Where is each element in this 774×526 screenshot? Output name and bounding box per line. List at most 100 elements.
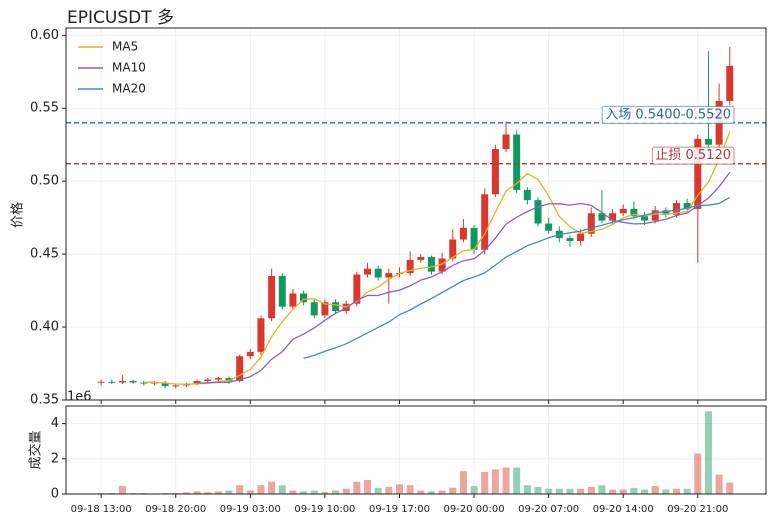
x-tick-label: 09-18 13:00 bbox=[71, 504, 132, 515]
volume-bar bbox=[257, 485, 265, 494]
candle-body bbox=[449, 239, 457, 259]
volume-bar bbox=[427, 491, 435, 494]
candle-body bbox=[204, 379, 212, 382]
volume-bar bbox=[683, 488, 691, 494]
y-tick-label: 0.55 bbox=[30, 101, 59, 116]
volume-bar bbox=[204, 492, 212, 494]
x-tick-label: 09-19 10:00 bbox=[294, 504, 355, 515]
candle-body bbox=[598, 213, 606, 221]
reference-label: 入场 0.5400-0.5520 bbox=[605, 107, 731, 122]
volume-bar bbox=[364, 479, 372, 494]
volume-bar bbox=[438, 490, 446, 494]
candle-body bbox=[566, 238, 574, 241]
volume-bar bbox=[609, 489, 617, 494]
candle-body bbox=[97, 381, 105, 383]
volume-bar bbox=[246, 490, 254, 494]
volume-bar bbox=[651, 486, 659, 494]
candle-body bbox=[385, 273, 393, 278]
reference-label: 止损 0.5120 bbox=[655, 148, 731, 163]
x-tick-label: 09-20 00:00 bbox=[444, 504, 505, 515]
x-tick-label: 09-20 07:00 bbox=[518, 504, 579, 515]
volume-bar bbox=[694, 453, 702, 494]
candle-body bbox=[609, 213, 617, 221]
volume-bar bbox=[545, 488, 553, 494]
y-tick-label: 0 bbox=[51, 487, 59, 502]
volume-bar bbox=[459, 471, 467, 494]
plot-frame bbox=[65, 27, 767, 401]
candle-body bbox=[673, 203, 681, 215]
y-tick-label: 4 bbox=[51, 416, 59, 431]
volume-bar bbox=[193, 491, 201, 494]
volume-bar bbox=[278, 485, 286, 494]
volume-bar bbox=[300, 491, 308, 494]
volume-bar bbox=[726, 482, 734, 494]
volume-bar bbox=[598, 485, 606, 494]
x-tick-label: 09-19 17:00 bbox=[369, 504, 430, 515]
volume-bar bbox=[236, 485, 244, 494]
volume-bar bbox=[470, 486, 478, 494]
candle-body bbox=[246, 351, 254, 357]
candle-body bbox=[289, 293, 297, 307]
candle-body bbox=[459, 227, 467, 240]
candle-body bbox=[513, 134, 521, 190]
volume-bar bbox=[534, 486, 542, 494]
candle-body bbox=[545, 223, 553, 231]
candle-body bbox=[683, 203, 691, 209]
candle-body bbox=[364, 268, 372, 275]
volume-bar bbox=[310, 490, 318, 494]
volume-bar bbox=[641, 489, 649, 494]
volume-bar bbox=[214, 491, 222, 494]
y-tick-label: 2 bbox=[51, 451, 59, 466]
candle-body bbox=[278, 276, 286, 307]
volume-axis-label: 成交量 bbox=[28, 430, 44, 469]
volume-bar bbox=[502, 467, 510, 494]
reference-label-box bbox=[601, 105, 735, 124]
candle-body bbox=[641, 216, 649, 221]
volume-bar bbox=[715, 474, 723, 494]
x-tick-label: 09-18 20:00 bbox=[145, 504, 206, 515]
ma-line bbox=[303, 196, 731, 360]
candle-body bbox=[438, 258, 446, 272]
volume-bar bbox=[523, 485, 531, 494]
candle-body bbox=[406, 259, 414, 274]
volume-bar bbox=[481, 472, 489, 494]
candle-body bbox=[193, 381, 201, 384]
candle-body bbox=[587, 213, 595, 234]
candle-body bbox=[491, 149, 499, 195]
volume-bar bbox=[619, 489, 627, 494]
volume-bar bbox=[353, 481, 361, 494]
candle-body bbox=[140, 382, 148, 384]
volume-bar bbox=[417, 490, 425, 494]
candle-body bbox=[172, 385, 180, 387]
y-tick-label: 0.40 bbox=[30, 320, 59, 335]
candle-body bbox=[651, 210, 659, 221]
volume-bar bbox=[289, 490, 297, 494]
ma-line bbox=[143, 131, 731, 385]
candle-body bbox=[310, 302, 318, 316]
candle-body bbox=[374, 268, 382, 278]
volume-bar bbox=[406, 485, 414, 494]
volume-bar bbox=[587, 486, 595, 494]
candle-body bbox=[726, 65, 734, 101]
volume-bar bbox=[704, 411, 712, 494]
candle-body bbox=[108, 381, 116, 383]
candle-body bbox=[257, 318, 265, 352]
legend-label: MA5 bbox=[112, 40, 138, 54]
volume-bar bbox=[491, 469, 499, 494]
x-tick-label: 09-20 21:00 bbox=[667, 504, 728, 515]
candle-body bbox=[523, 189, 531, 201]
candle-body bbox=[662, 210, 670, 215]
volume-bar bbox=[225, 490, 233, 494]
volume-bar bbox=[566, 488, 574, 494]
volume-bar bbox=[342, 488, 350, 494]
candle-body bbox=[630, 208, 638, 217]
candle-body bbox=[268, 276, 276, 319]
y-tick-label: 0.50 bbox=[30, 174, 59, 189]
candle-body bbox=[129, 381, 137, 383]
volume-bar bbox=[673, 488, 681, 494]
candle-body bbox=[534, 200, 542, 224]
candle-body bbox=[161, 382, 169, 387]
legend-label: MA20 bbox=[112, 82, 146, 96]
y-axis-label: 价格 bbox=[10, 202, 26, 228]
